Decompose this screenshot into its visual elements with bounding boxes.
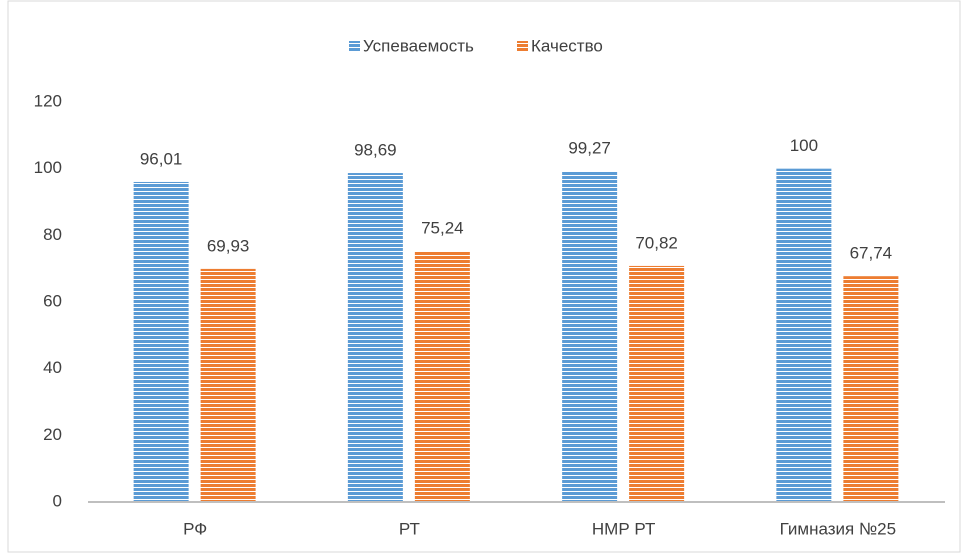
x-tick-label: РТ [399,519,420,538]
legend-label: Успеваемость [363,36,474,55]
value-label: 100 [790,136,818,155]
y-tick-label: 0 [53,491,62,510]
value-label: 67,74 [850,244,893,263]
bar [776,168,832,502]
y-tick-label: 40 [43,358,62,377]
value-label: 75,24 [421,219,464,238]
value-label: 99,27 [568,139,611,158]
x-tick-label: Гимназия №25 [780,519,896,538]
y-tick-label: 120 [34,91,62,110]
bar [200,268,256,502]
value-label: 98,69 [354,141,397,160]
legend-swatch [517,41,528,52]
bar [843,276,899,502]
bar [562,171,618,502]
y-tick-label: 20 [43,425,62,444]
bar [414,251,470,502]
value-label: 96,01 [140,149,183,168]
bar [347,173,403,503]
x-tick-label: НМР РТ [592,519,655,538]
y-tick-label: 80 [43,225,62,244]
legend-swatch [349,41,360,52]
value-label: 70,82 [635,233,678,252]
y-tick-label: 60 [43,291,62,310]
bar [133,181,189,502]
legend-label: Качество [531,36,603,55]
value-label: 69,93 [207,236,250,255]
bar [629,265,685,502]
y-tick-label: 100 [34,158,62,177]
x-tick-label: РФ [183,519,207,538]
